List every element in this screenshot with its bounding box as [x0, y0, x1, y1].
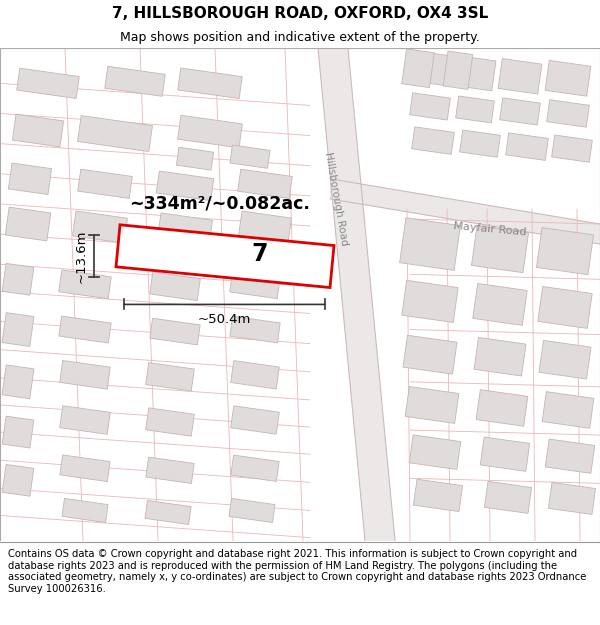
Polygon shape — [500, 98, 541, 125]
Polygon shape — [77, 116, 152, 151]
Polygon shape — [410, 93, 451, 120]
Text: ~13.6m: ~13.6m — [75, 229, 88, 283]
Polygon shape — [474, 338, 526, 376]
Polygon shape — [60, 406, 110, 434]
Polygon shape — [78, 169, 132, 198]
Polygon shape — [318, 48, 395, 541]
Polygon shape — [538, 286, 592, 328]
Polygon shape — [62, 498, 108, 522]
Polygon shape — [176, 148, 214, 170]
Polygon shape — [498, 59, 542, 94]
Polygon shape — [60, 455, 110, 482]
Polygon shape — [545, 439, 595, 473]
Polygon shape — [2, 312, 34, 346]
Polygon shape — [454, 56, 496, 91]
Polygon shape — [59, 316, 111, 343]
Polygon shape — [158, 213, 212, 245]
Polygon shape — [408, 51, 452, 86]
Polygon shape — [412, 127, 454, 154]
Polygon shape — [476, 389, 528, 426]
Text: ~334m²/~0.082ac.: ~334m²/~0.082ac. — [130, 195, 310, 213]
Polygon shape — [239, 211, 292, 243]
Polygon shape — [403, 335, 457, 374]
Polygon shape — [400, 218, 460, 271]
Polygon shape — [460, 130, 500, 158]
Polygon shape — [60, 361, 110, 389]
Polygon shape — [13, 114, 64, 147]
Polygon shape — [2, 263, 34, 295]
Polygon shape — [330, 179, 600, 244]
Polygon shape — [402, 281, 458, 322]
Polygon shape — [405, 386, 459, 423]
Polygon shape — [8, 163, 52, 194]
Polygon shape — [5, 207, 51, 241]
Polygon shape — [146, 362, 194, 391]
Polygon shape — [146, 408, 194, 436]
Text: 7, HILLSBOROUGH ROAD, OXFORD, OX4 3SL: 7, HILLSBOROUGH ROAD, OXFORD, OX4 3SL — [112, 6, 488, 21]
Polygon shape — [506, 133, 548, 161]
Polygon shape — [146, 457, 194, 484]
Polygon shape — [480, 437, 530, 471]
Polygon shape — [539, 341, 591, 379]
Polygon shape — [536, 228, 593, 275]
Polygon shape — [73, 211, 127, 243]
Polygon shape — [145, 501, 191, 524]
Polygon shape — [545, 61, 591, 96]
Polygon shape — [17, 68, 79, 99]
Polygon shape — [413, 479, 463, 511]
Polygon shape — [548, 482, 596, 514]
Text: ~50.4m: ~50.4m — [198, 314, 251, 326]
Polygon shape — [409, 435, 461, 469]
Polygon shape — [229, 498, 275, 522]
Polygon shape — [402, 49, 434, 88]
Polygon shape — [59, 270, 111, 299]
Text: 7: 7 — [252, 242, 268, 266]
Polygon shape — [105, 66, 165, 96]
Polygon shape — [231, 455, 279, 481]
Polygon shape — [238, 169, 292, 198]
Polygon shape — [2, 464, 34, 496]
Polygon shape — [178, 68, 242, 99]
Polygon shape — [230, 316, 280, 343]
Polygon shape — [473, 284, 527, 326]
Text: Map shows position and indicative extent of the property.: Map shows position and indicative extent… — [120, 31, 480, 44]
Polygon shape — [230, 270, 280, 299]
Polygon shape — [2, 365, 34, 399]
Polygon shape — [178, 115, 242, 148]
Polygon shape — [230, 145, 270, 168]
Polygon shape — [542, 392, 594, 428]
Polygon shape — [150, 272, 200, 301]
Polygon shape — [547, 100, 589, 127]
Polygon shape — [472, 226, 529, 272]
Polygon shape — [230, 361, 280, 389]
Text: Contains OS data © Crown copyright and database right 2021. This information is : Contains OS data © Crown copyright and d… — [8, 549, 586, 594]
Polygon shape — [156, 171, 214, 201]
Text: Mayfair Road: Mayfair Road — [453, 221, 527, 238]
Polygon shape — [2, 416, 34, 448]
Polygon shape — [150, 318, 200, 345]
Polygon shape — [455, 96, 494, 123]
Polygon shape — [484, 481, 532, 513]
Polygon shape — [443, 51, 473, 89]
Polygon shape — [551, 135, 592, 162]
Polygon shape — [230, 406, 280, 434]
Text: Hillsborough Road: Hillsborough Road — [323, 151, 349, 246]
Polygon shape — [116, 225, 334, 288]
